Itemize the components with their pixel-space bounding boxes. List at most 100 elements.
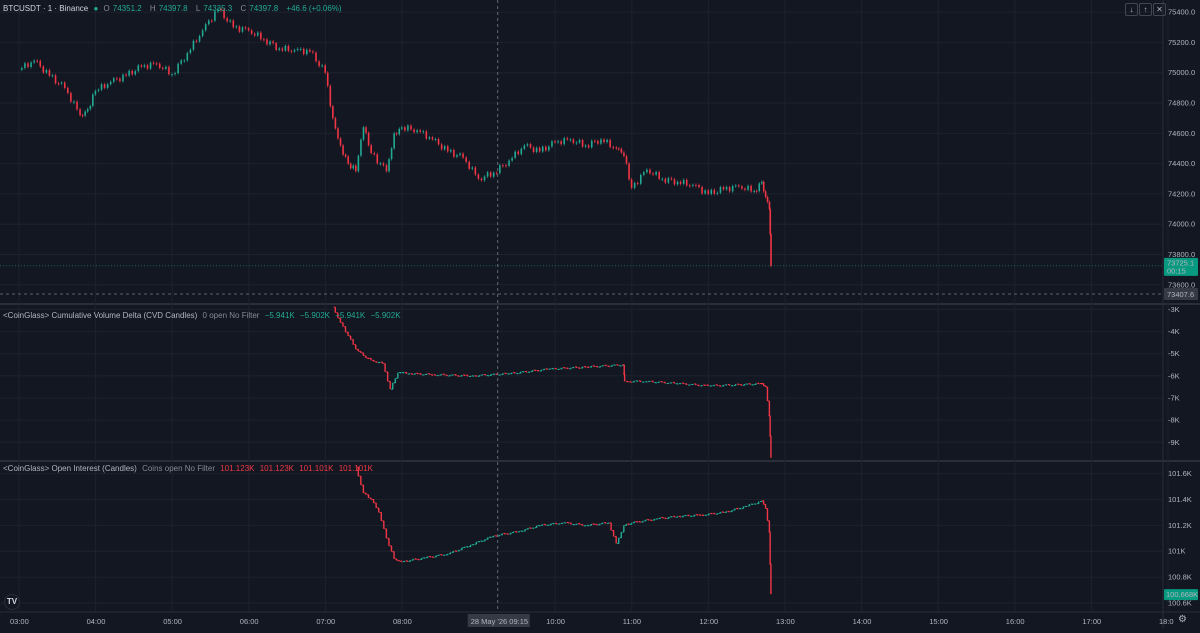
cvd-candle bbox=[581, 366, 584, 369]
oi-candle bbox=[766, 508, 769, 521]
oi-candle bbox=[579, 523, 581, 525]
cvd-candle bbox=[520, 371, 522, 374]
settings-icon[interactable]: ⚙ bbox=[1178, 614, 1187, 625]
last-price-value: 73725.1 bbox=[1167, 258, 1194, 267]
cvd-candle bbox=[334, 307, 337, 313]
oi-candle bbox=[409, 560, 412, 562]
oi-candle bbox=[748, 504, 751, 506]
cvd-candle bbox=[734, 384, 737, 386]
oi-candle bbox=[383, 520, 385, 529]
arrow-down-icon[interactable]: ↓ bbox=[1125, 3, 1138, 16]
oi-candle bbox=[372, 499, 375, 504]
oi-candle bbox=[550, 523, 552, 525]
time-tick-label: 07:00 bbox=[316, 617, 335, 626]
cvd-candle bbox=[389, 381, 391, 390]
oi-candle bbox=[541, 524, 544, 526]
cvd-candle bbox=[633, 380, 635, 383]
cvd-candle bbox=[728, 384, 731, 386]
cvd-candle bbox=[695, 383, 697, 386]
cvd-tick-label: -9K bbox=[1168, 438, 1180, 447]
oi-title[interactable]: <CoinGlass> Open Interest (Candles) bbox=[3, 464, 137, 473]
time-tick-label: 05:00 bbox=[163, 617, 182, 626]
crosshair-time-label: 28 May '26 09:15 bbox=[471, 617, 528, 626]
cvd-candle bbox=[490, 374, 492, 376]
cvd-candle bbox=[749, 383, 751, 385]
oi-candle bbox=[390, 545, 393, 552]
cvd-candle bbox=[355, 344, 357, 350]
time-tick-label: 15:00 bbox=[929, 617, 948, 626]
main-legend: BTCUSDT · 1 · Binance ● O 74351.2 H 74397.… bbox=[3, 4, 345, 14]
time-tick-label: 17:00 bbox=[1082, 617, 1101, 626]
oi-candle bbox=[375, 503, 377, 509]
oi-tick-label: 100.6K bbox=[1168, 598, 1192, 607]
cvd-candle bbox=[373, 360, 375, 362]
cvd-candle bbox=[685, 383, 688, 386]
oi-candle bbox=[380, 512, 382, 521]
close-icon[interactable]: ✕ bbox=[1153, 3, 1166, 16]
oi-candle bbox=[770, 563, 772, 595]
oi-value-high: 101.123K bbox=[259, 464, 294, 473]
cvd-candle bbox=[511, 372, 513, 374]
time-tick-label: 04:00 bbox=[87, 617, 106, 626]
oi-candle bbox=[708, 513, 710, 515]
cvd-candle bbox=[611, 364, 613, 367]
oi-candle bbox=[370, 498, 372, 500]
oi-last-box bbox=[1164, 589, 1198, 601]
cvd-candle bbox=[540, 369, 543, 372]
oi-candle bbox=[487, 537, 489, 540]
time-tick-label: 03:00 bbox=[10, 617, 29, 626]
oi-candle bbox=[633, 521, 636, 523]
cvd-candle bbox=[370, 358, 372, 361]
oi-candle bbox=[610, 522, 612, 531]
cvd-value-open: −5.941K bbox=[264, 311, 295, 320]
cvd-candle bbox=[768, 401, 771, 416]
time-tick-label: 14:00 bbox=[853, 617, 872, 626]
cvd-candle bbox=[764, 385, 767, 387]
oi-candle bbox=[757, 501, 760, 504]
price-tick-label: 75200.0 bbox=[1168, 38, 1195, 47]
oi-candle bbox=[731, 510, 733, 512]
cvd-candle bbox=[455, 374, 457, 376]
cvd-tick-label: -8K bbox=[1168, 416, 1180, 425]
oi-candle bbox=[367, 494, 370, 499]
oi-candle bbox=[682, 515, 684, 517]
oi-candle bbox=[395, 558, 398, 561]
cvd-tick-label: -4K bbox=[1168, 327, 1180, 336]
cvd-candle bbox=[623, 364, 625, 374]
cvd-tick-label: -6K bbox=[1168, 371, 1180, 380]
time-tick-label: 16:00 bbox=[1006, 617, 1025, 626]
oi-candle bbox=[426, 556, 429, 558]
oi-candle bbox=[581, 524, 584, 526]
cvd-candle bbox=[381, 362, 384, 364]
oi-tick-label: 100.8K bbox=[1168, 573, 1192, 582]
cvd-title[interactable]: <CoinGlass> Cumulative Volume Delta (CVD… bbox=[3, 311, 198, 320]
cvd-candle bbox=[762, 383, 765, 386]
oi-candle bbox=[461, 547, 463, 550]
oi-candle bbox=[612, 530, 615, 537]
symbol-title[interactable]: BTCUSDT · 1 · Binance bbox=[3, 4, 89, 13]
cvd-legend: <CoinGlass> Cumulative Volume Delta (CVD… bbox=[3, 311, 404, 321]
price-tick-label: 74000.0 bbox=[1168, 220, 1195, 229]
cvd-candle bbox=[397, 372, 399, 379]
oi-candle bbox=[599, 523, 601, 525]
close-value: 74397.8 bbox=[249, 4, 279, 13]
arrow-up-icon[interactable]: ↑ bbox=[1139, 3, 1152, 16]
oi-candle bbox=[501, 533, 503, 535]
cvd-candle bbox=[743, 384, 746, 386]
cvd-candle bbox=[478, 375, 481, 377]
time-tick-label: 06:00 bbox=[240, 617, 259, 626]
oi-candle bbox=[716, 513, 719, 515]
oi-candle bbox=[620, 532, 622, 538]
oi-candle bbox=[719, 511, 722, 514]
oi-candle bbox=[446, 553, 449, 555]
oi-candle bbox=[645, 519, 647, 521]
price-tick-label: 73600.0 bbox=[1168, 280, 1195, 289]
oi-candle bbox=[536, 525, 538, 528]
oi-tick-label: 101.4K bbox=[1168, 495, 1192, 504]
cvd-tick-label: -7K bbox=[1168, 394, 1180, 403]
oi-candle bbox=[764, 504, 767, 509]
cvd-tick-label: -3K bbox=[1168, 305, 1180, 314]
price-tick-label: 74800.0 bbox=[1168, 99, 1195, 108]
cvd-candle bbox=[617, 364, 619, 366]
